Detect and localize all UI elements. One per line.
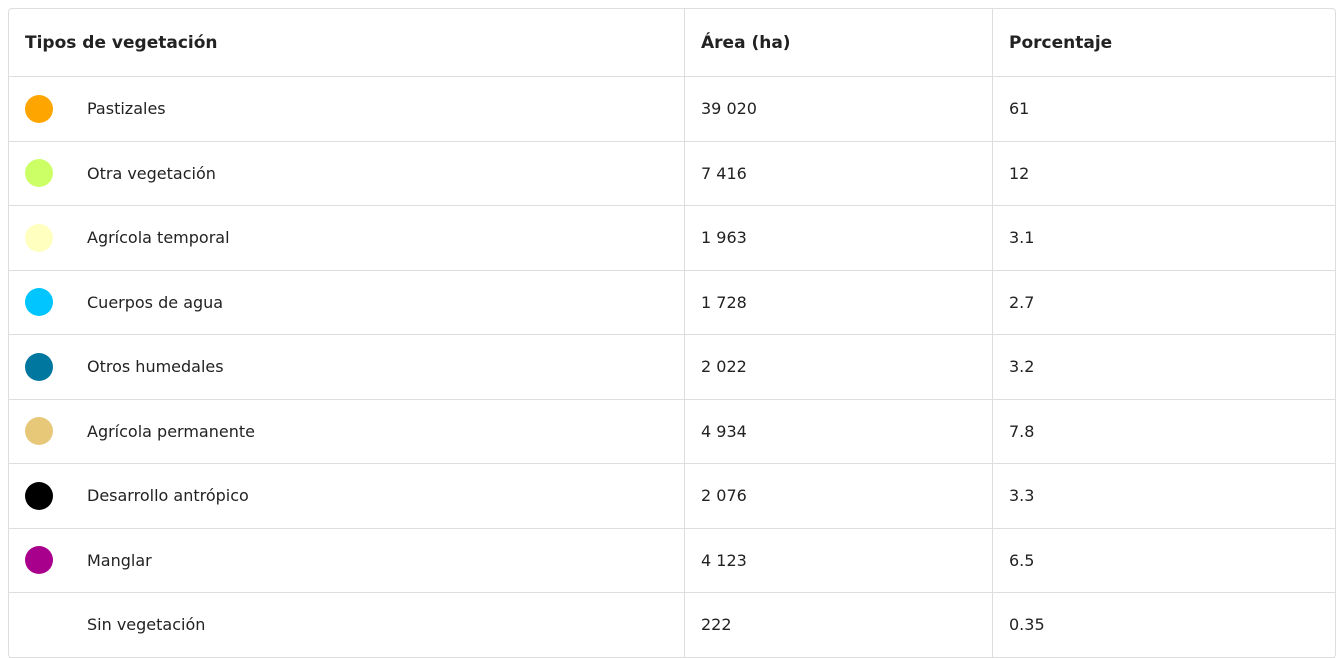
table-row: Cuerpos de agua 1 728 2.7 — [9, 270, 1335, 335]
vegetation-label: Sin vegetación — [87, 615, 206, 635]
table-row: Otra vegetación 7 416 12 — [9, 141, 1335, 206]
vegetation-cell-content: Otros humedales — [25, 352, 668, 381]
vegetation-cell: Sin vegetación — [9, 592, 685, 658]
table-row: Pastizales 39 020 61 — [9, 76, 1335, 142]
vegetation-label: Cuerpos de agua — [87, 292, 224, 312]
vegetation-cell-content: Agrícola permanente — [25, 417, 668, 446]
table-row: Otros humedales 2 022 3.2 — [9, 334, 1335, 400]
color-dot — [25, 417, 53, 446]
vegetation-label: Otra vegetación — [87, 163, 216, 183]
area-cell: 1 963 — [684, 205, 993, 271]
vegetation-label: Desarrollo antrópico — [87, 486, 249, 506]
table-row: Sin vegetación 222 0.35 — [9, 592, 1335, 658]
table-body: Pastizales 39 020 61 Otra vegetación 7 416 12… — [9, 76, 1335, 658]
percent-cell: 7.8 — [992, 399, 1335, 464]
area-cell: 1 728 — [684, 270, 993, 335]
area-cell: 222 — [684, 592, 993, 658]
table-container: Tipos de vegetación Área (ha) Porcentaje… — [8, 8, 1336, 658]
table-row: Desarrollo antrópico 2 076 3.3 — [9, 463, 1335, 529]
color-dot — [25, 94, 53, 123]
vegetation-cell: Otra vegetación — [9, 141, 685, 206]
color-dot — [25, 352, 53, 381]
vegetation-cell: Agrícola temporal — [9, 205, 685, 271]
vegetation-cell-content: Otra vegetación — [25, 159, 668, 188]
percent-cell: 0.35 — [992, 592, 1335, 658]
area-cell: 7 416 — [684, 141, 993, 206]
vegetation-label: Manglar — [87, 550, 152, 570]
vegetation-cell-content: Manglar — [25, 546, 668, 575]
area-cell: 2 076 — [684, 463, 993, 529]
vegetation-table: Tipos de vegetación Área (ha) Porcentaje… — [9, 9, 1335, 658]
percent-cell: 61 — [992, 76, 1335, 142]
vegetation-cell: Agrícola permanente — [9, 399, 685, 464]
percent-cell: 3.2 — [992, 334, 1335, 400]
percent-cell: 2.7 — [992, 270, 1335, 335]
color-dot — [25, 159, 53, 188]
color-dot — [25, 481, 53, 510]
table-row: Agrícola permanente 4 934 7.8 — [9, 399, 1335, 464]
percent-cell: 12 — [992, 141, 1335, 206]
percent-cell: 6.5 — [992, 528, 1335, 593]
area-cell: 39 020 — [684, 76, 993, 142]
vegetation-label: Pastizales — [87, 99, 166, 119]
percent-cell: 3.1 — [992, 205, 1335, 271]
vegetation-label: Agrícola permanente — [87, 421, 255, 441]
table-header: Tipos de vegetación Área (ha) Porcentaje — [9, 9, 1335, 77]
vegetation-label: Agrícola temporal — [87, 228, 230, 248]
header-row: Tipos de vegetación Área (ha) Porcentaje — [9, 9, 1335, 77]
vegetation-cell: Manglar — [9, 528, 685, 593]
vegetation-cell: Desarrollo antrópico — [9, 463, 685, 529]
header-cell: Tipos de vegetación — [9, 9, 685, 77]
vegetation-cell-content: Agrícola temporal — [25, 223, 668, 252]
area-cell: 4 123 — [684, 528, 993, 593]
color-dot — [25, 223, 53, 252]
table-row: Manglar 4 123 6.5 — [9, 528, 1335, 593]
vegetation-cell-content: Sin vegetación — [25, 615, 668, 634]
vegetation-label: Otros humedales — [87, 357, 224, 377]
area-cell: 4 934 — [684, 399, 993, 464]
color-dot — [25, 546, 53, 575]
table-row: Agrícola temporal 1 963 3.1 — [9, 205, 1335, 271]
vegetation-cell: Cuerpos de agua — [9, 270, 685, 335]
vegetation-cell-content: Pastizales — [25, 94, 668, 123]
area-cell: 2 022 — [684, 334, 993, 400]
vegetation-cell: Pastizales — [9, 76, 685, 142]
percent-cell: 3.3 — [992, 463, 1335, 529]
header-cell: Área (ha) — [684, 9, 993, 77]
vegetation-cell: Otros humedales — [9, 334, 685, 400]
vegetation-cell-content: Desarrollo antrópico — [25, 481, 668, 510]
header-cell: Porcentaje — [992, 9, 1335, 77]
vegetation-cell-content: Cuerpos de agua — [25, 288, 668, 317]
color-dot — [25, 288, 53, 317]
